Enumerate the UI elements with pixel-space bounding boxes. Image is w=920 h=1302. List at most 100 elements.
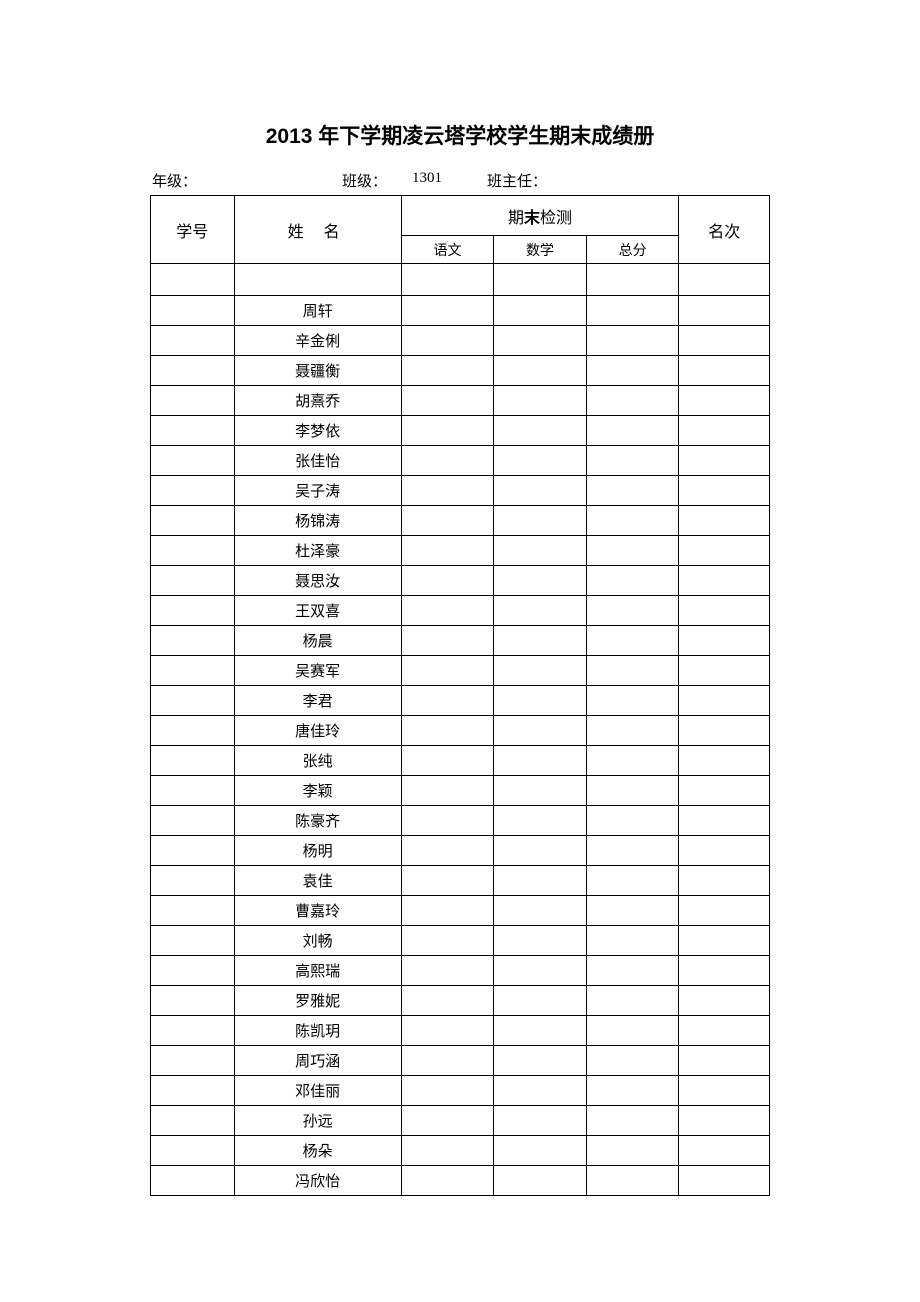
table-row: 邓佳丽 <box>151 1076 770 1106</box>
cell-id <box>151 746 235 776</box>
cell-total <box>586 296 679 326</box>
cell-name <box>234 264 401 296</box>
cell-chinese <box>401 986 494 1016</box>
table-row: 孙远 <box>151 1106 770 1136</box>
cell-name: 杨朵 <box>234 1136 401 1166</box>
table-row: 曹嘉玲 <box>151 896 770 926</box>
cell-rank <box>679 836 770 866</box>
cell-math <box>494 596 587 626</box>
cell-rank <box>679 1016 770 1046</box>
cell-chinese <box>401 896 494 926</box>
cell-total <box>586 506 679 536</box>
page-title: 2013 年下学期凌云塔学校学生期末成绩册 <box>150 120 770 150</box>
header-math: 数学 <box>494 236 587 264</box>
cell-id <box>151 1076 235 1106</box>
cell-id <box>151 656 235 686</box>
cell-math <box>494 1106 587 1136</box>
cell-math <box>494 1166 587 1196</box>
cell-name: 唐佳玲 <box>234 716 401 746</box>
cell-name: 张纯 <box>234 746 401 776</box>
cell-rank <box>679 596 770 626</box>
cell-id <box>151 836 235 866</box>
cell-math <box>494 836 587 866</box>
table-row: 李梦依 <box>151 416 770 446</box>
cell-rank <box>679 776 770 806</box>
cell-math <box>494 626 587 656</box>
table-row <box>151 264 770 296</box>
cell-id <box>151 1046 235 1076</box>
cell-chinese <box>401 476 494 506</box>
cell-name: 吴子涛 <box>234 476 401 506</box>
cell-chinese <box>401 506 494 536</box>
cell-math <box>494 446 587 476</box>
table-row: 吴子涛 <box>151 476 770 506</box>
header-exam: 期末检测 <box>401 196 679 236</box>
cell-name: 张佳怡 <box>234 446 401 476</box>
table-row: 杨朵 <box>151 1136 770 1166</box>
cell-name: 陈豪齐 <box>234 806 401 836</box>
cell-id <box>151 956 235 986</box>
cell-id <box>151 506 235 536</box>
cell-math <box>494 806 587 836</box>
cell-id <box>151 716 235 746</box>
info-row: 年级： 班级： 1301 班主任： <box>150 170 770 191</box>
cell-math <box>494 1136 587 1166</box>
cell-chinese <box>401 806 494 836</box>
cell-total <box>586 386 679 416</box>
cell-name: 吴赛军 <box>234 656 401 686</box>
cell-chinese <box>401 656 494 686</box>
cell-rank <box>679 1166 770 1196</box>
cell-rank <box>679 326 770 356</box>
cell-name: 袁佳 <box>234 866 401 896</box>
cell-chinese <box>401 1076 494 1106</box>
table-row: 刘畅 <box>151 926 770 956</box>
cell-total <box>586 416 679 446</box>
cell-total <box>586 1046 679 1076</box>
cell-name: 曹嘉玲 <box>234 896 401 926</box>
cell-total <box>586 746 679 776</box>
cell-id <box>151 1166 235 1196</box>
cell-total <box>586 1136 679 1166</box>
cell-rank <box>679 1046 770 1076</box>
cell-rank <box>679 296 770 326</box>
cell-name: 罗雅妮 <box>234 986 401 1016</box>
cell-chinese <box>401 626 494 656</box>
cell-chinese <box>401 686 494 716</box>
table-row: 杨明 <box>151 836 770 866</box>
cell-id <box>151 356 235 386</box>
cell-chinese <box>401 1046 494 1076</box>
cell-total <box>586 326 679 356</box>
cell-name: 邓佳丽 <box>234 1076 401 1106</box>
cell-name: 刘畅 <box>234 926 401 956</box>
table-row: 胡熹乔 <box>151 386 770 416</box>
table-row: 陈凯玥 <box>151 1016 770 1046</box>
table-row: 李颖 <box>151 776 770 806</box>
table-row: 聂疆衡 <box>151 356 770 386</box>
cell-id <box>151 866 235 896</box>
cell-math <box>494 986 587 1016</box>
cell-name: 周轩 <box>234 296 401 326</box>
header-total: 总分 <box>586 236 679 264</box>
cell-total <box>586 536 679 566</box>
table-row: 周轩 <box>151 296 770 326</box>
cell-total <box>586 686 679 716</box>
cell-total <box>586 264 679 296</box>
cell-total <box>586 806 679 836</box>
cell-math <box>494 356 587 386</box>
cell-rank <box>679 716 770 746</box>
cell-chinese <box>401 866 494 896</box>
cell-chinese <box>401 746 494 776</box>
cell-name: 孙远 <box>234 1106 401 1136</box>
cell-name: 李梦依 <box>234 416 401 446</box>
header-student-id: 学号 <box>151 196 235 264</box>
table-row: 冯欣怡 <box>151 1166 770 1196</box>
cell-rank <box>679 264 770 296</box>
cell-id <box>151 326 235 356</box>
cell-math <box>494 686 587 716</box>
cell-total <box>586 1076 679 1106</box>
cell-id <box>151 566 235 596</box>
cell-math <box>494 866 587 896</box>
cell-rank <box>679 386 770 416</box>
cell-name: 杨明 <box>234 836 401 866</box>
cell-rank <box>679 1136 770 1166</box>
